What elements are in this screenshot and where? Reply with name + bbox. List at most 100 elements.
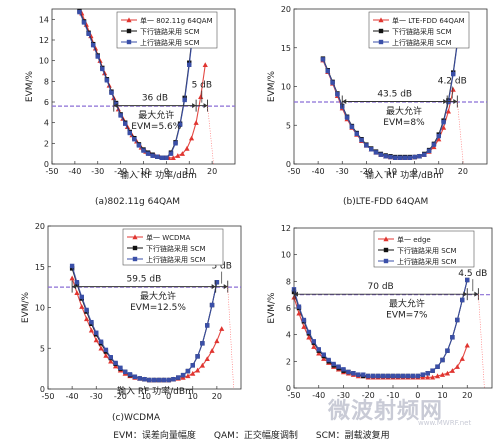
data-point: [176, 375, 181, 380]
legend: 单一 WCDMA 下行链路采用 SCM 上行链路采用 SCM: [122, 228, 224, 266]
legend-label: 上行链路采用 SCM: [392, 38, 452, 47]
x-tick-label: -30: [337, 391, 350, 400]
range-arrow-head-left: [72, 284, 77, 290]
data-point: [460, 297, 465, 303]
data-point: [434, 373, 441, 379]
data-point: [190, 363, 195, 368]
legend: 单一 802.11g 64QAM 下行链路采用 SCM 上行链路采用 SCM: [116, 11, 218, 49]
data-point: [127, 372, 133, 377]
y-tick-label: 12: [39, 36, 49, 45]
data-point: [195, 354, 200, 359]
data-point: [378, 152, 384, 157]
y-tick-label: 6: [286, 304, 291, 313]
legend-swatch-marker: [378, 28, 384, 34]
y-tick-label: 15: [35, 263, 45, 272]
data-point: [405, 373, 411, 379]
y-tick-label: 0: [40, 385, 45, 394]
legend-swatch-marker: [126, 17, 132, 23]
limit-label: 最大允许: [138, 109, 174, 121]
legend-label: 下行链路采用 SCM: [397, 246, 457, 255]
data-point: [366, 373, 371, 379]
limit-value-label: EVM=7%: [386, 311, 428, 321]
data-point: [159, 155, 164, 160]
limit-value-label: EVM=12.5%: [130, 303, 186, 313]
data-point: [325, 68, 330, 74]
legend: 单一 edge 下行链路采用 SCM 上行链路采用 SCM: [373, 230, 475, 268]
y-tick-label: 20: [35, 222, 45, 231]
data-point: [155, 154, 160, 159]
data-point: [74, 290, 80, 296]
range-label: 59.5 dB: [126, 275, 161, 285]
y-tick-label: 20: [281, 5, 291, 14]
x-tick-label: -30: [336, 167, 349, 176]
caption-c: (c)WCDMA: [112, 413, 161, 423]
data-point: [301, 324, 307, 329]
series-2: [69, 263, 220, 383]
x-tick-label: -10: [138, 392, 151, 401]
legend-label: 下行链路采用 SCM: [392, 27, 452, 36]
legend-swatch-marker: [132, 256, 138, 262]
data-point: [69, 266, 75, 271]
data-point: [359, 137, 364, 143]
threshold-guide: [227, 286, 235, 390]
data-point: [214, 280, 220, 285]
data-point: [425, 374, 431, 380]
y-tick-label: 0: [286, 384, 291, 393]
data-point: [200, 341, 205, 346]
data-point: [198, 94, 204, 100]
legend-swatch-marker: [383, 247, 389, 253]
data-point: [94, 330, 99, 335]
data-point: [440, 357, 445, 363]
data-point: [321, 356, 327, 361]
y-tick-label: 8: [286, 277, 291, 286]
data-point: [336, 364, 341, 369]
delta-label: 4.5 dB: [458, 269, 487, 279]
data-point: [369, 147, 374, 152]
data-point: [77, 9, 82, 15]
data-point: [296, 304, 302, 309]
data-point: [98, 339, 104, 344]
data-point: [123, 369, 128, 375]
data-point: [326, 357, 331, 363]
legend-swatch-marker: [378, 39, 384, 45]
range-arrow-head-right: [463, 291, 468, 297]
legend-swatch-marker: [132, 234, 138, 240]
chart-3: -50 -40 -30 -20 -10 0 10 20 0 2 4 6 8 10 12 EVM/% 70 dB 4…: [267, 224, 493, 400]
data-point: [204, 356, 210, 362]
range-arrow-head-left: [113, 103, 118, 109]
data-point: [364, 143, 369, 148]
data-point: [420, 374, 426, 380]
data-point: [464, 342, 470, 348]
data-point: [74, 280, 80, 285]
legend-label: 单一 LTE-FDD 64QAM: [392, 16, 465, 25]
data-point: [90, 42, 96, 48]
data-point: [459, 356, 465, 361]
range-arrow-head-right: [211, 284, 216, 290]
x-tick-label: -20: [114, 167, 127, 176]
data-point: [103, 347, 109, 353]
data-point: [455, 317, 460, 323]
data-point: [92, 45, 99, 51]
data-point: [446, 99, 451, 105]
data-point: [410, 373, 415, 379]
delta-arrow-head: [474, 291, 479, 297]
data-point: [311, 344, 317, 349]
data-point: [375, 373, 381, 379]
data-point: [214, 338, 220, 344]
legend-label: 上行链路采用 SCM: [146, 255, 206, 264]
data-point: [205, 323, 210, 328]
data-point: [454, 364, 460, 369]
x-tick-label: -30: [90, 392, 103, 401]
limit-value-label: EVM=5.6%: [131, 122, 181, 132]
legend-label: 上行链路采用 SCM: [397, 257, 457, 266]
x-tick-label: 10: [434, 167, 444, 176]
data-point: [451, 71, 456, 77]
legend-swatch-marker: [378, 17, 384, 23]
threshold-guide: [207, 105, 214, 165]
data-point: [170, 155, 176, 160]
range-arrow-head-left: [294, 291, 298, 297]
data-point: [93, 337, 99, 343]
legend-swatch-marker: [383, 236, 389, 242]
x-tick-label: 20: [212, 392, 222, 401]
